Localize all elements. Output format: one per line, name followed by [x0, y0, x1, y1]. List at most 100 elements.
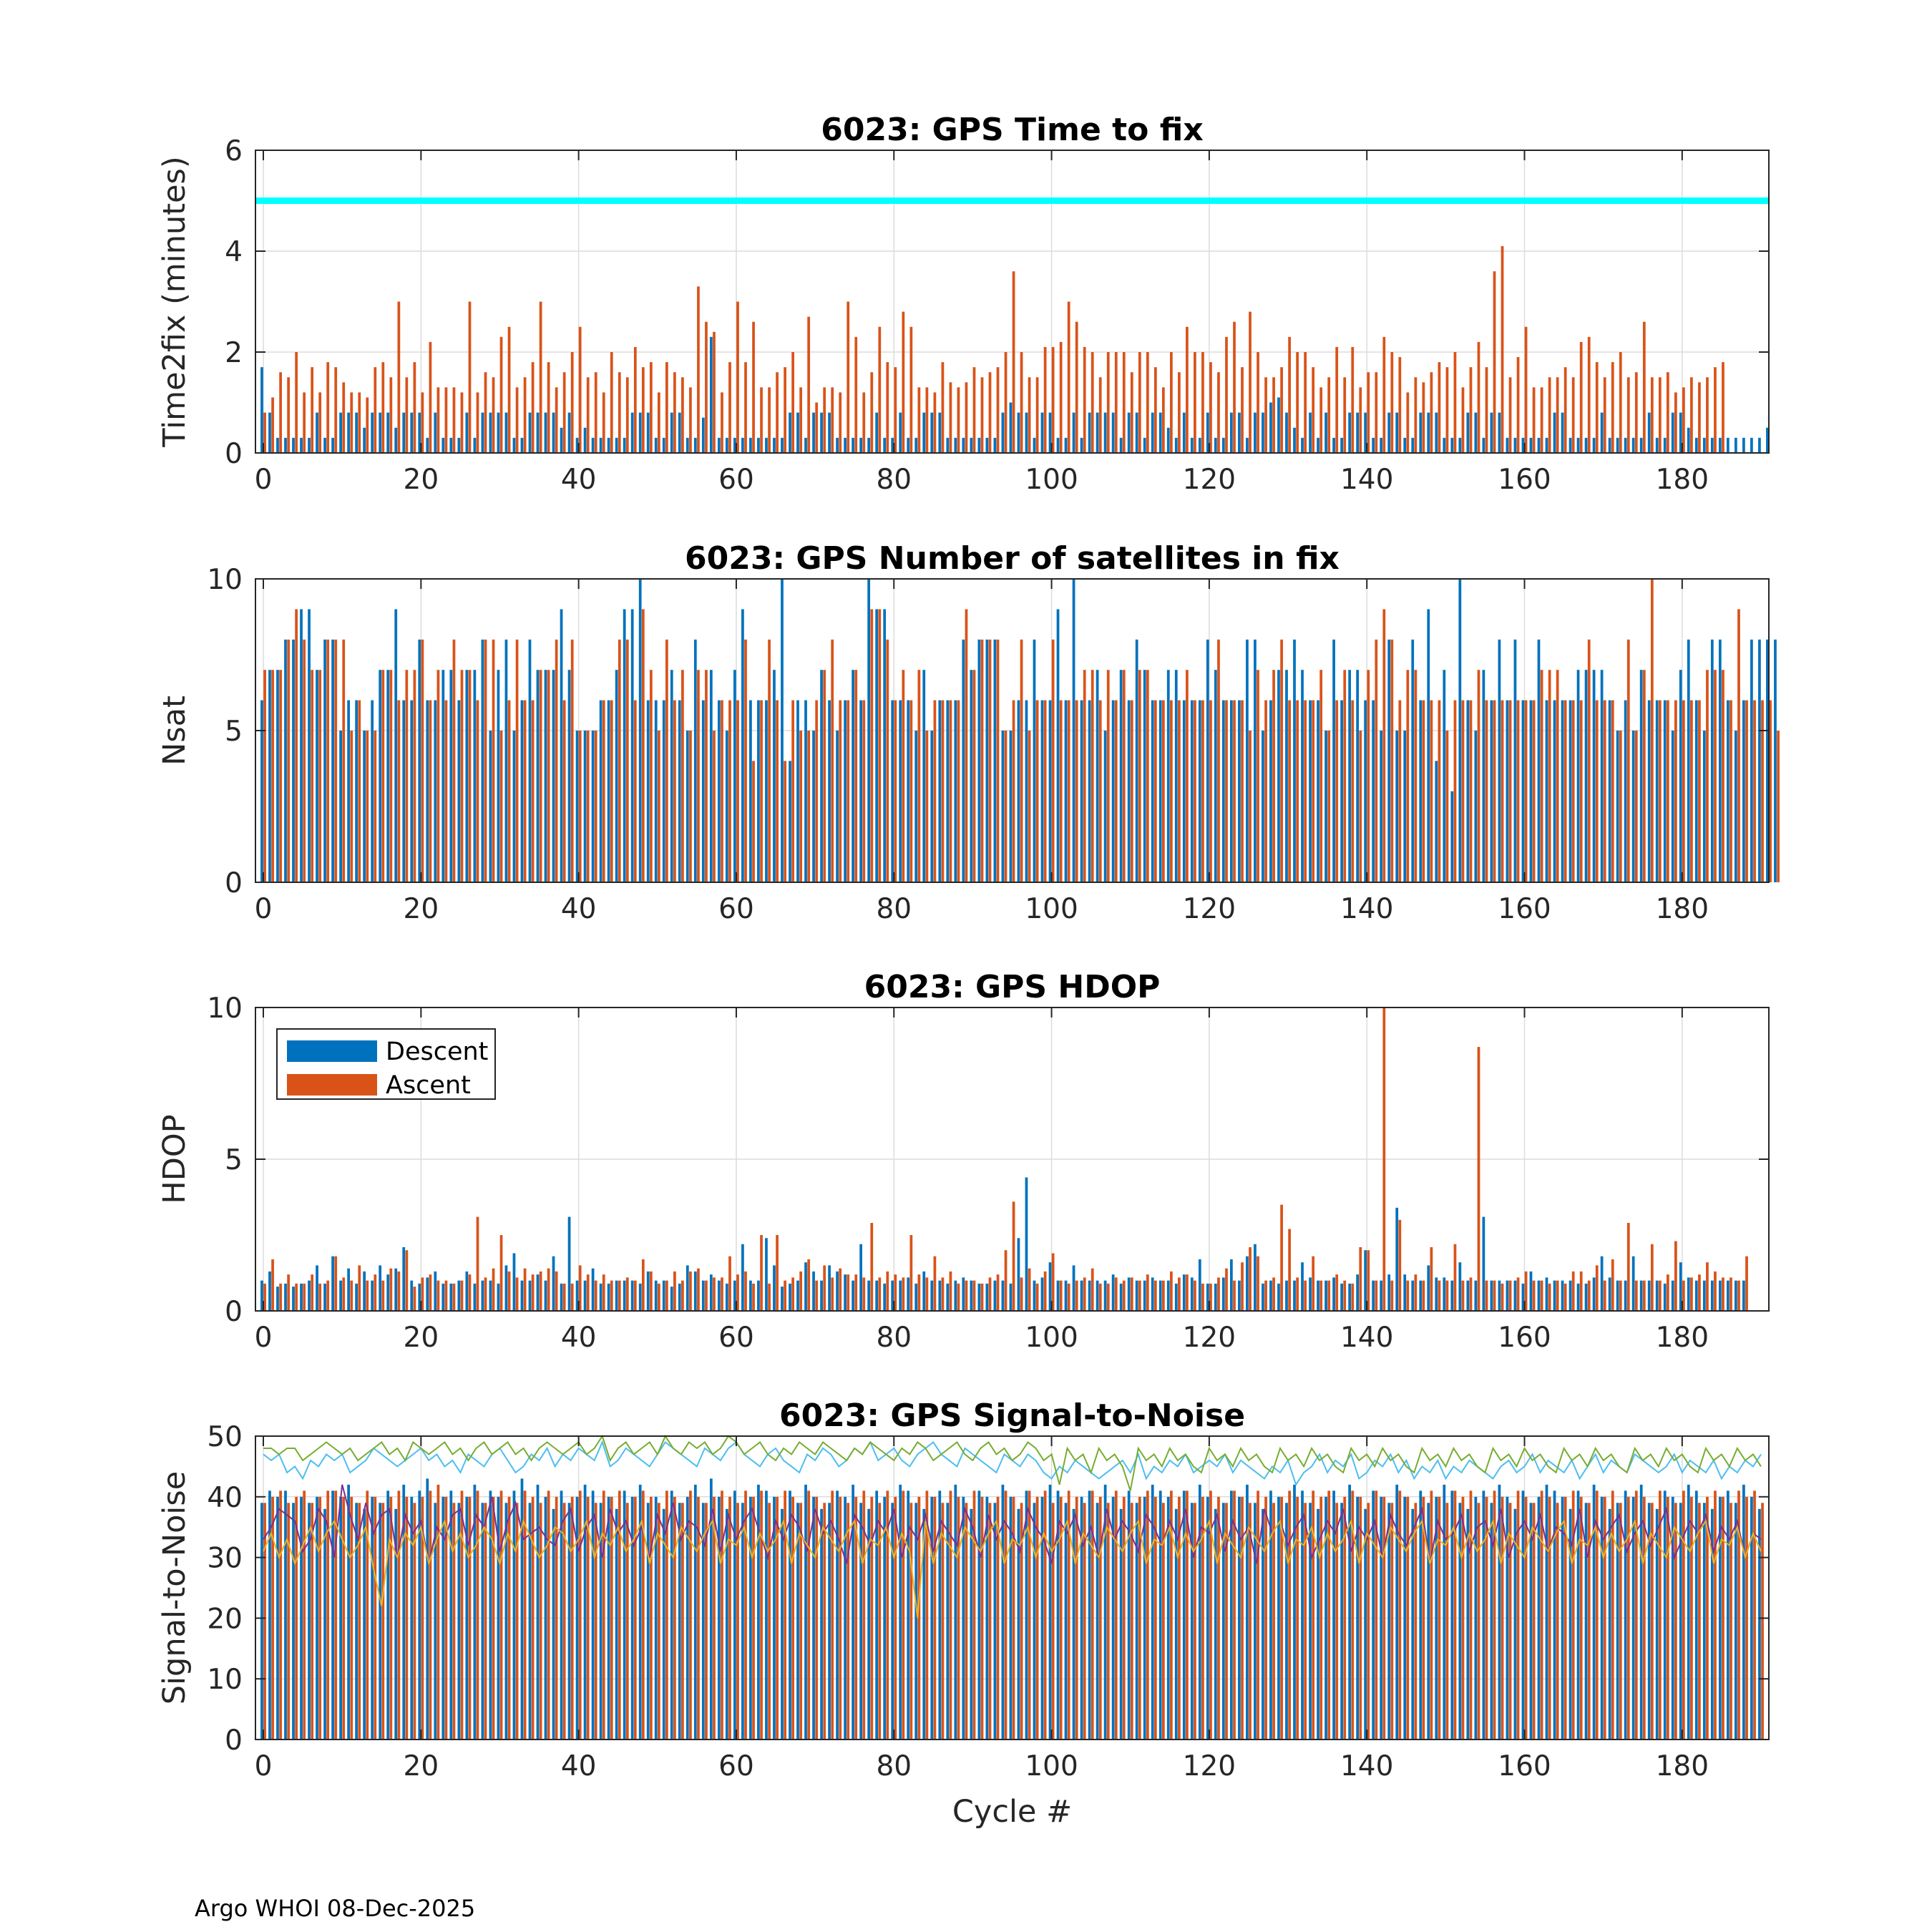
axes-box	[255, 150, 1770, 454]
bar-ascent	[1178, 1277, 1181, 1311]
bar-descent	[836, 1491, 839, 1740]
bar-descent	[1521, 1491, 1525, 1740]
bar-descent	[1537, 639, 1541, 882]
bar-ascent	[429, 700, 432, 882]
bar-descent	[1119, 1283, 1123, 1311]
bar-ascent	[507, 326, 511, 453]
bar-ascent	[980, 639, 984, 882]
bar-ascent	[263, 1503, 266, 1740]
bar-descent	[717, 1280, 721, 1311]
bar-ascent	[791, 1277, 794, 1311]
bar-descent	[670, 1287, 673, 1311]
bar-descent	[1230, 412, 1233, 453]
bar-ascent	[1209, 1491, 1212, 1740]
bar-ascent	[1626, 1223, 1630, 1311]
bar-ascent	[610, 352, 613, 453]
bar-ascent	[452, 1503, 456, 1740]
bar-descent	[331, 639, 334, 882]
bar-descent	[1750, 1496, 1753, 1740]
bar-descent	[1119, 437, 1123, 453]
bar-ascent	[862, 1491, 866, 1740]
bar-descent	[946, 700, 950, 882]
bar-descent	[1395, 412, 1399, 453]
bar-descent	[489, 412, 492, 453]
bar-descent	[410, 1280, 414, 1311]
bar-descent	[583, 1280, 587, 1311]
bar-descent	[308, 1503, 311, 1740]
bar-descent	[875, 609, 879, 882]
bar-descent	[1119, 1508, 1123, 1740]
bar-descent	[402, 412, 406, 453]
bar-descent	[726, 1283, 728, 1311]
bar-descent	[1166, 427, 1170, 453]
bar-descent	[930, 1280, 934, 1311]
bar-descent	[1458, 437, 1462, 453]
bar-ascent	[815, 1496, 819, 1740]
bar-descent	[1246, 1256, 1249, 1311]
bar-descent	[1584, 670, 1588, 882]
bar-descent	[1616, 1503, 1619, 1740]
bar-ascent	[1706, 1262, 1709, 1311]
bar-ascent	[657, 1283, 660, 1311]
bar-descent	[1262, 412, 1264, 453]
bar-ascent	[1146, 670, 1149, 882]
bar-descent	[512, 1491, 516, 1740]
bar-ascent	[1280, 1496, 1283, 1740]
bar-ascent	[625, 639, 629, 882]
bar-descent	[1096, 670, 1099, 882]
bar-descent	[1174, 670, 1178, 882]
bar-descent	[591, 1268, 595, 1311]
bar-descent	[615, 1280, 618, 1311]
bar-descent	[512, 731, 516, 882]
bar-descent	[528, 412, 532, 453]
bar-ascent	[1327, 731, 1331, 882]
bar-descent	[1269, 700, 1272, 882]
bar-descent	[789, 1491, 791, 1740]
bar-ascent	[1319, 1280, 1323, 1311]
bar-ascent	[562, 1503, 566, 1740]
bar-descent	[623, 437, 626, 453]
bar-descent	[1600, 1496, 1604, 1740]
bar-descent	[1198, 1259, 1201, 1311]
bar-descent	[292, 437, 295, 453]
bar-ascent	[1556, 1280, 1559, 1311]
bar-ascent	[1351, 1283, 1355, 1311]
bar-ascent	[1067, 301, 1070, 453]
bar-descent	[726, 731, 728, 882]
bar-ascent	[1106, 670, 1110, 882]
bar-ascent	[1288, 1491, 1291, 1740]
bar-ascent	[1485, 367, 1488, 453]
bar-ascent	[1666, 1496, 1669, 1740]
bar-ascent	[1257, 670, 1259, 882]
bar-ascent	[1611, 1259, 1614, 1311]
bar-descent	[1356, 412, 1360, 453]
bar-descent	[1135, 412, 1138, 453]
bar-descent	[646, 412, 650, 453]
bar-ascent	[1312, 1256, 1315, 1311]
bar-descent	[1608, 1508, 1611, 1740]
bar-descent	[339, 412, 342, 453]
x-tick-label: 40	[561, 1322, 597, 1354]
bar-ascent	[366, 731, 369, 882]
bar-ascent	[1335, 1503, 1339, 1740]
bar-ascent	[594, 1503, 597, 1740]
bar-ascent	[1777, 731, 1780, 882]
bar-ascent	[1327, 1491, 1331, 1740]
bar-descent	[1364, 1508, 1367, 1740]
bar-ascent	[1075, 321, 1078, 453]
bar-ascent	[1642, 321, 1646, 453]
bar-descent	[1340, 437, 1343, 453]
bar-descent	[300, 437, 303, 453]
bar-ascent	[1217, 639, 1220, 882]
bar-ascent	[736, 1274, 739, 1311]
bar-descent	[623, 1491, 626, 1740]
bar-ascent	[381, 1503, 385, 1740]
bar-ascent	[1004, 1250, 1008, 1311]
bar-ascent	[1524, 1496, 1528, 1740]
bar-descent	[386, 670, 390, 882]
bar-ascent	[436, 670, 440, 882]
bar-descent	[946, 1503, 950, 1740]
bar-ascent	[878, 1503, 882, 1740]
bar-descent	[1419, 700, 1423, 882]
bar-ascent	[1658, 377, 1662, 453]
